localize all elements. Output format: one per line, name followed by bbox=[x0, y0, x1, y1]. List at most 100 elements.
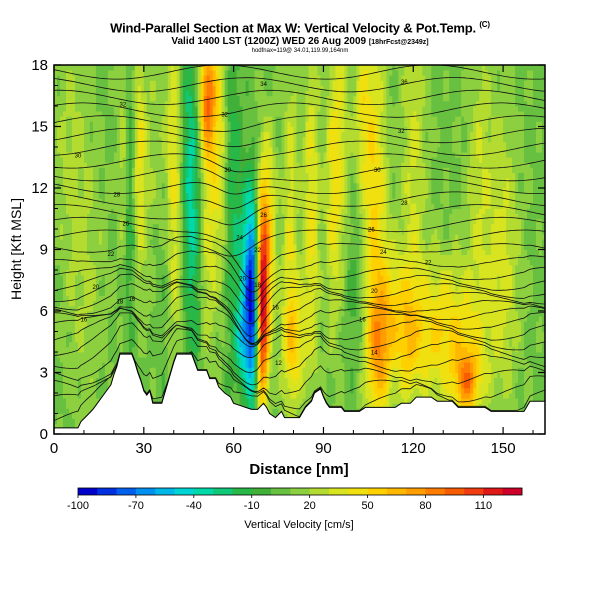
heatmap-cell bbox=[59, 403, 64, 409]
heatmap-cell bbox=[182, 85, 187, 92]
heatmap-cell bbox=[257, 403, 261, 409]
heatmap-cell bbox=[155, 311, 160, 317]
heatmap-cell bbox=[92, 152, 97, 158]
heatmap-cell bbox=[104, 341, 109, 348]
heatmap-cell bbox=[98, 321, 103, 327]
heatmap-cell bbox=[248, 90, 252, 97]
heatmap-cell bbox=[116, 70, 121, 76]
heatmap-cell bbox=[110, 321, 115, 327]
heatmap-cell bbox=[182, 75, 187, 81]
heatmap-cell bbox=[191, 290, 196, 297]
heatmap-cell bbox=[62, 193, 67, 199]
heatmap-cell bbox=[164, 198, 169, 204]
heatmap-cell bbox=[191, 95, 196, 102]
heatmap-cell bbox=[74, 254, 79, 261]
heatmap-cell bbox=[173, 188, 178, 194]
heatmap-cell bbox=[56, 285, 61, 291]
heatmap-cell bbox=[101, 136, 106, 143]
heatmap-cell bbox=[155, 326, 160, 332]
heatmap-cell bbox=[54, 372, 58, 379]
heatmap-cell bbox=[71, 382, 76, 389]
heatmap-cell bbox=[194, 336, 199, 343]
heatmap-cell bbox=[218, 321, 223, 327]
heatmap-cell bbox=[257, 264, 261, 271]
heatmap-cell bbox=[140, 305, 145, 312]
heatmap-cell bbox=[54, 75, 58, 81]
heatmap-cell bbox=[254, 234, 258, 240]
heatmap-cell bbox=[188, 316, 193, 322]
heatmap-cell bbox=[122, 311, 127, 317]
heatmap-cell bbox=[242, 141, 247, 148]
heatmap-cell bbox=[164, 223, 169, 230]
heatmap-cell bbox=[182, 193, 187, 199]
heatmap-cell bbox=[182, 106, 187, 112]
heatmap-cell bbox=[185, 162, 190, 168]
chart-valid-time: Valid 1400 LST (1200Z) WED 26 Aug 2009 [… bbox=[171, 36, 429, 47]
heatmap-cell bbox=[68, 75, 73, 81]
heatmap-cell bbox=[77, 182, 82, 189]
heatmap-cell bbox=[134, 223, 139, 230]
heatmap-cell bbox=[215, 85, 220, 92]
heatmap-cell bbox=[260, 316, 264, 322]
heatmap-cell bbox=[134, 157, 139, 163]
heatmap-cell bbox=[113, 157, 118, 163]
heatmap-cell bbox=[257, 295, 261, 302]
heatmap-cell bbox=[143, 218, 148, 225]
heatmap-cell bbox=[251, 285, 255, 291]
heatmap-cell bbox=[227, 352, 232, 358]
heatmap-cell bbox=[188, 244, 193, 250]
heatmap-cell bbox=[80, 280, 85, 286]
heatmap-cell bbox=[224, 259, 229, 266]
heatmap-cell bbox=[209, 167, 214, 174]
heatmap-cell bbox=[77, 70, 82, 76]
heatmap-cell bbox=[83, 285, 88, 291]
heatmap-cell bbox=[200, 90, 205, 97]
heatmap-cell bbox=[131, 162, 136, 168]
heatmap-cell bbox=[92, 172, 97, 179]
heatmap-cell bbox=[134, 280, 139, 286]
heatmap-cell bbox=[92, 316, 97, 322]
heatmap-cell bbox=[101, 362, 106, 368]
heatmap-cell bbox=[107, 234, 112, 240]
heatmap-cell bbox=[215, 295, 220, 302]
heatmap-cell bbox=[101, 223, 106, 230]
heatmap-cell bbox=[227, 357, 232, 363]
heatmap-cell bbox=[62, 198, 67, 204]
heatmap-cell bbox=[89, 316, 94, 322]
heatmap-cell bbox=[95, 70, 100, 76]
heatmap-cell bbox=[104, 136, 109, 143]
heatmap-cell bbox=[230, 147, 235, 153]
heatmap-cell bbox=[92, 326, 97, 332]
heatmap-cell bbox=[119, 121, 124, 127]
heatmap-cell bbox=[131, 239, 136, 245]
heatmap-cell bbox=[152, 177, 157, 184]
heatmap-cell bbox=[92, 290, 97, 297]
heatmap-cell bbox=[83, 372, 88, 379]
heatmap-cell bbox=[143, 367, 148, 373]
heatmap-cell bbox=[197, 362, 202, 368]
heatmap-cell bbox=[119, 203, 124, 209]
heatmap-cell bbox=[146, 198, 151, 204]
heatmap-cell bbox=[146, 311, 151, 317]
heatmap-cell bbox=[230, 131, 235, 138]
heatmap-cell bbox=[56, 249, 61, 256]
heatmap-cell bbox=[92, 254, 97, 261]
heatmap-cell bbox=[113, 275, 118, 281]
heatmap-cell bbox=[110, 90, 115, 97]
heatmap-cell bbox=[122, 75, 127, 81]
heatmap-cell bbox=[200, 234, 205, 240]
heatmap-cell bbox=[215, 264, 220, 271]
heatmap-cell bbox=[101, 326, 106, 332]
heatmap-cell bbox=[71, 305, 76, 312]
heatmap-cell bbox=[194, 147, 199, 153]
heatmap-cell bbox=[203, 218, 208, 225]
heatmap-cell bbox=[242, 275, 247, 281]
heatmap-cell bbox=[116, 254, 121, 261]
heatmap-cell bbox=[248, 372, 252, 379]
heatmap-cell bbox=[206, 85, 211, 92]
heatmap-cell bbox=[68, 346, 73, 353]
heatmap-cell bbox=[98, 208, 103, 215]
heatmap-cell bbox=[95, 203, 100, 209]
heatmap-cell bbox=[251, 295, 255, 302]
heatmap-cell bbox=[134, 80, 139, 86]
